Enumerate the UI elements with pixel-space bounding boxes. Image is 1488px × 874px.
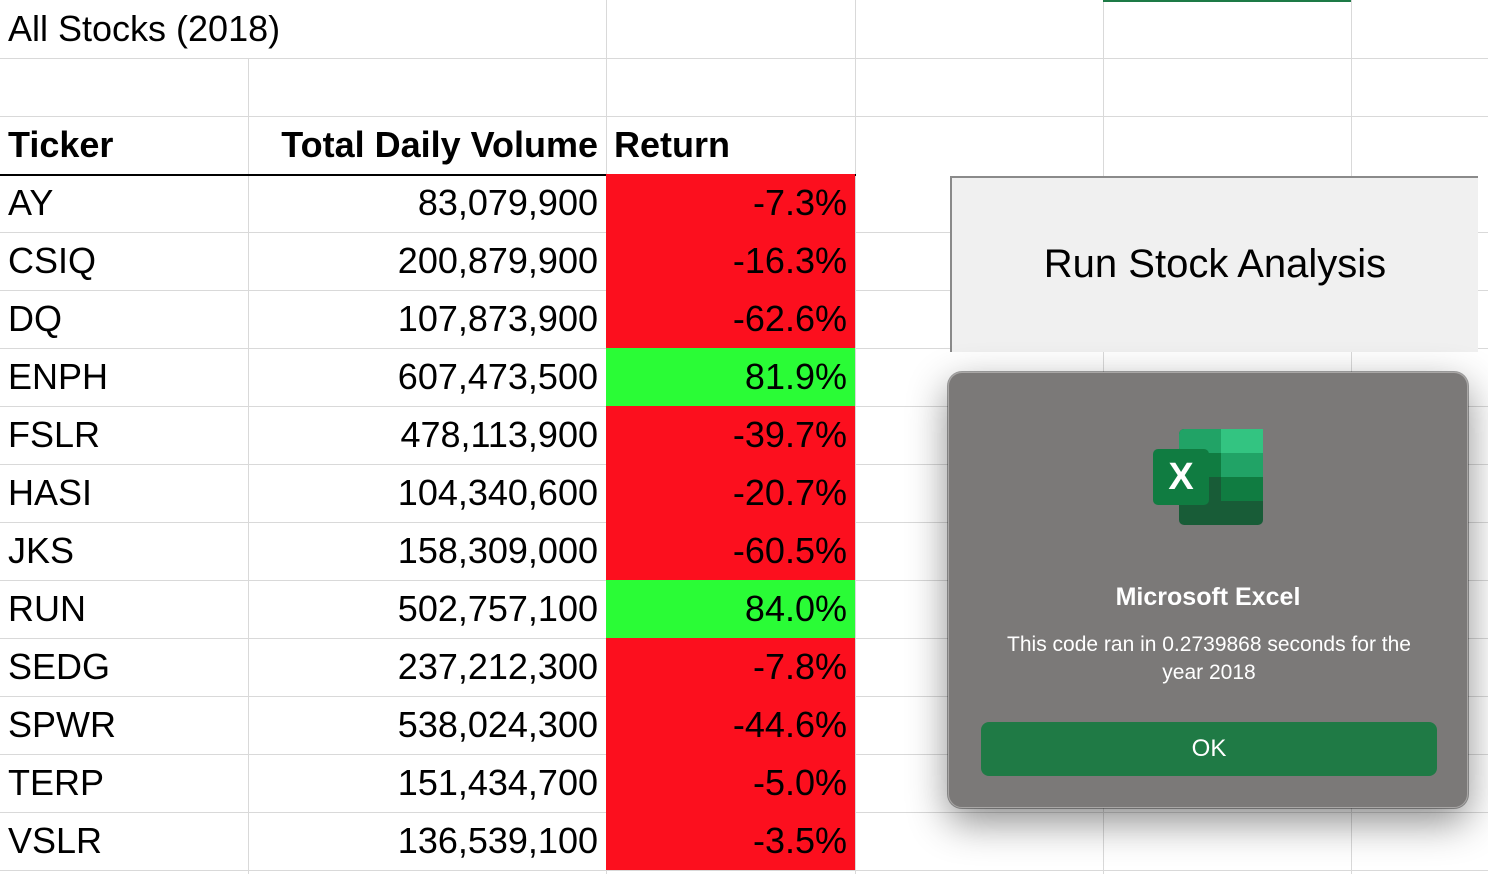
cell-ticker[interactable]: SPWR <box>8 704 116 745</box>
dialog-message: This code ran in 0.2739868 seconds for t… <box>1007 633 1411 684</box>
cell-return[interactable]: 81.9% <box>606 348 855 406</box>
cell-ticker[interactable]: SEDG <box>8 646 111 687</box>
cell-total-daily-volume[interactable]: 478,113,900 <box>400 414 598 455</box>
run-stock-analysis-button[interactable]: Run Stock Analysis <box>950 176 1478 352</box>
selected-column-indicator <box>1103 0 1351 2</box>
cell-return[interactable]: -60.5% <box>606 522 855 580</box>
cell-return[interactable]: 84.0% <box>606 580 855 638</box>
header-bottom-border <box>0 174 856 176</box>
svg-text:X: X <box>1168 456 1194 498</box>
cell-return[interactable]: -44.6% <box>606 696 855 754</box>
grid-line <box>0 116 1488 117</box>
cell-total-daily-volume[interactable]: 200,879,900 <box>397 240 598 281</box>
cell-total-daily-volume[interactable]: 607,473,500 <box>397 356 598 397</box>
cell-ticker[interactable]: AY <box>8 182 54 223</box>
cell-total-daily-volume[interactable]: 502,757,100 <box>397 588 598 629</box>
cell-return[interactable]: -5.0% <box>606 754 855 812</box>
header-return[interactable]: Return <box>614 124 730 165</box>
cell-ticker[interactable]: JKS <box>8 530 75 571</box>
cell-ticker[interactable]: TERP <box>8 762 105 803</box>
cell-ticker[interactable]: CSIQ <box>8 240 97 281</box>
cell-total-daily-volume[interactable]: 104,340,600 <box>397 472 598 513</box>
header-ticker[interactable]: Ticker <box>8 124 114 165</box>
cell-total-daily-volume[interactable]: 83,079,900 <box>417 182 598 223</box>
excel-alert-dialog: X Microsoft Excel This code ran in 0.273… <box>948 372 1468 808</box>
cell-ticker[interactable]: RUN <box>8 588 86 629</box>
grid-line <box>0 58 1488 59</box>
grid-line <box>248 58 249 874</box>
cell-ticker[interactable]: DQ <box>8 298 62 339</box>
grid-line <box>0 870 1488 871</box>
grid-line <box>855 0 856 874</box>
header-total-daily-volume[interactable]: Total Daily Volume <box>281 124 598 165</box>
cell-ticker[interactable]: FSLR <box>8 414 101 455</box>
cell-ticker[interactable]: HASI <box>8 472 93 513</box>
cell-total-daily-volume[interactable]: 151,434,700 <box>397 762 598 803</box>
microsoft-excel-icon: X <box>1149 425 1267 529</box>
cell-return[interactable]: -16.3% <box>606 232 855 290</box>
sheet-title-cell[interactable]: All Stocks (2018) <box>8 8 281 49</box>
cell-total-daily-volume[interactable]: 538,024,300 <box>397 704 598 745</box>
cell-ticker[interactable]: ENPH <box>8 356 109 397</box>
cell-total-daily-volume[interactable]: 136,539,100 <box>397 820 598 861</box>
cell-total-daily-volume[interactable]: 158,309,000 <box>397 530 598 571</box>
cell-return[interactable]: -7.3% <box>606 174 855 232</box>
cell-return[interactable]: -39.7% <box>606 406 855 464</box>
ok-button[interactable]: OK <box>981 722 1437 776</box>
cell-return[interactable]: -62.6% <box>606 290 855 348</box>
cell-total-daily-volume[interactable]: 237,212,300 <box>397 646 598 687</box>
cell-return[interactable]: -20.7% <box>606 464 855 522</box>
dialog-title: Microsoft Excel <box>1115 583 1301 611</box>
cell-return[interactable]: -3.5% <box>606 812 855 870</box>
cell-return[interactable]: -7.8% <box>606 638 855 696</box>
cell-ticker[interactable]: VSLR <box>8 820 103 861</box>
cell-total-daily-volume[interactable]: 107,873,900 <box>397 298 598 339</box>
